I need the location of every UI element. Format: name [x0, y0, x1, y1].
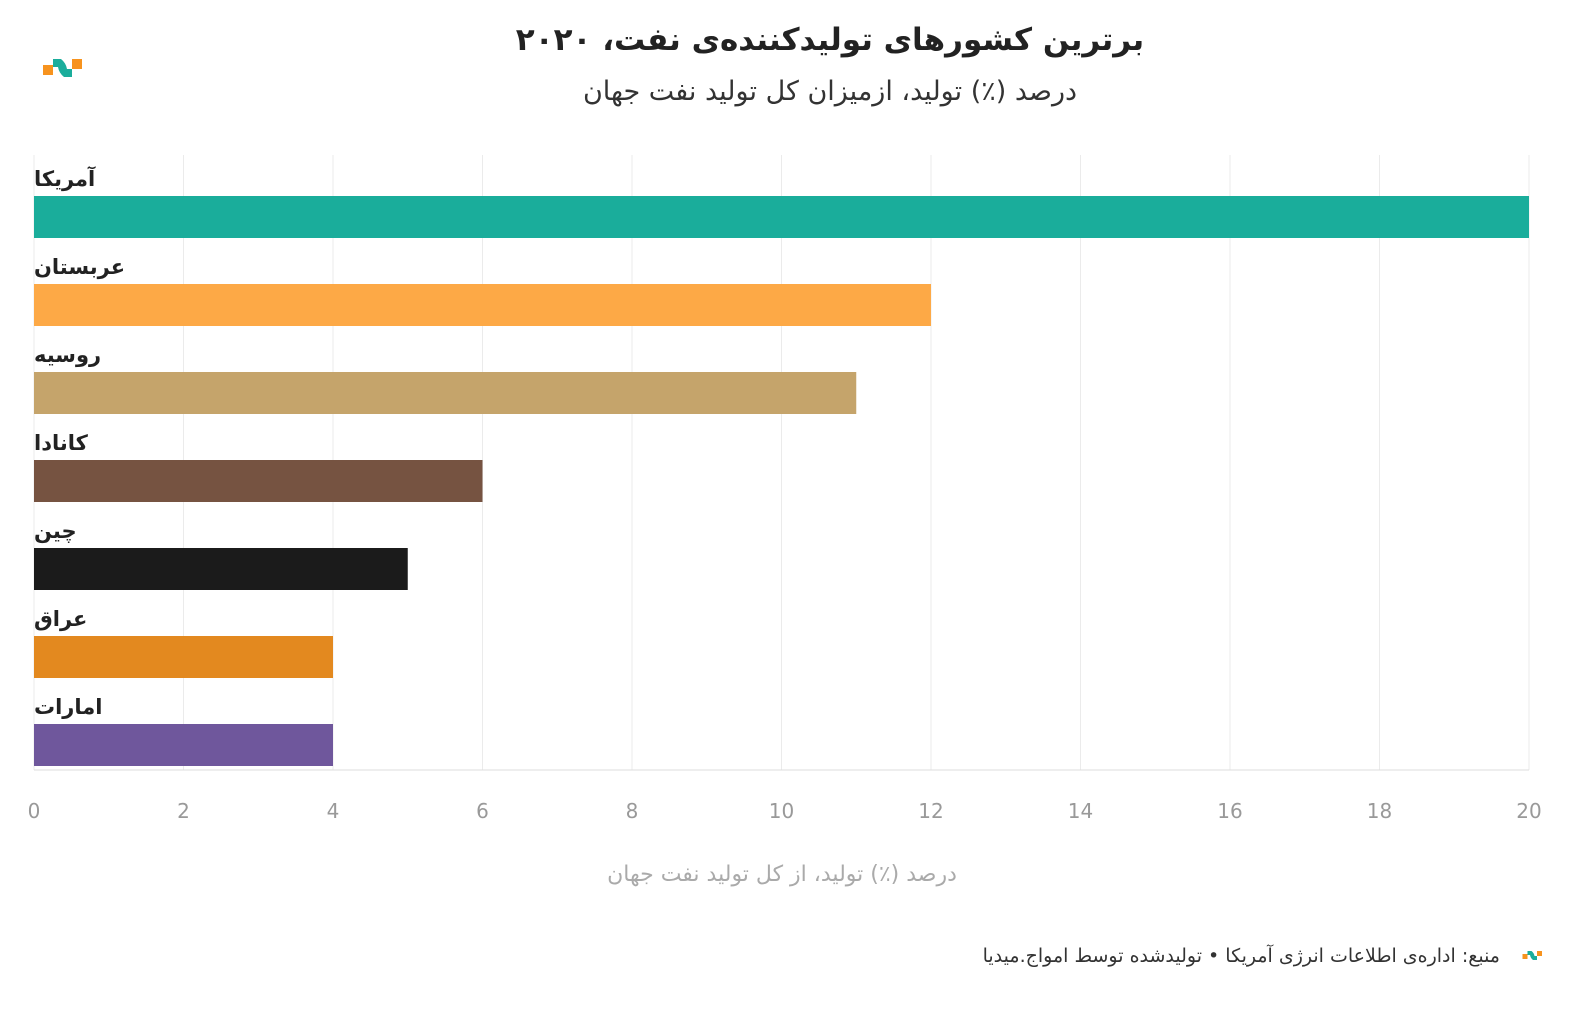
x-tick-label: 14 — [1068, 799, 1093, 823]
bar — [34, 636, 333, 678]
x-tick-label: 16 — [1217, 799, 1242, 823]
category-label: چین — [34, 519, 77, 543]
bar — [34, 460, 483, 502]
x-axis-title: درصد (٪) تولید، از کل تولید نفت جهان — [607, 862, 957, 887]
source-footer: منبع: اداره‌ی اطلاعات انرژی آمریکا • تول… — [982, 945, 1500, 967]
bar-chart: 0 2 4 6 8 10 12 14 16 18 20 آمریکا عربستان روسیه کاناد… — [28, 155, 1542, 887]
category-label: امارات — [34, 695, 102, 719]
x-tick-label: 4 — [327, 799, 340, 823]
bar — [34, 372, 857, 414]
x-tick-label: 2 — [177, 799, 190, 823]
x-tick-label: 6 — [476, 799, 489, 823]
category-label: عربستان — [34, 255, 125, 279]
category-label: عراق — [34, 607, 87, 631]
x-tick-label: 10 — [769, 799, 794, 823]
x-tick-label: 20 — [1516, 799, 1541, 823]
chart-subtitle: درصد (٪) تولید، ازمیزان کل تولید نفت جها… — [582, 76, 1078, 107]
bar — [34, 196, 1529, 238]
bar — [34, 548, 408, 590]
x-tick-label: 12 — [918, 799, 943, 823]
bar — [34, 284, 931, 326]
chart-title: برترین کشورهای تولیدکننده‌ی نفت، ۲۰۲۰ — [515, 22, 1145, 58]
brand-logo-icon — [43, 59, 82, 77]
category-label: کانادا — [34, 431, 89, 455]
x-tick-label: 8 — [626, 799, 639, 823]
x-tick-label: 18 — [1367, 799, 1392, 823]
footer-logo-icon — [1522, 951, 1542, 960]
x-tick-label: 0 — [28, 799, 41, 823]
category-label: آمریکا — [34, 166, 96, 191]
bar — [34, 724, 333, 766]
category-label: روسیه — [34, 343, 101, 367]
